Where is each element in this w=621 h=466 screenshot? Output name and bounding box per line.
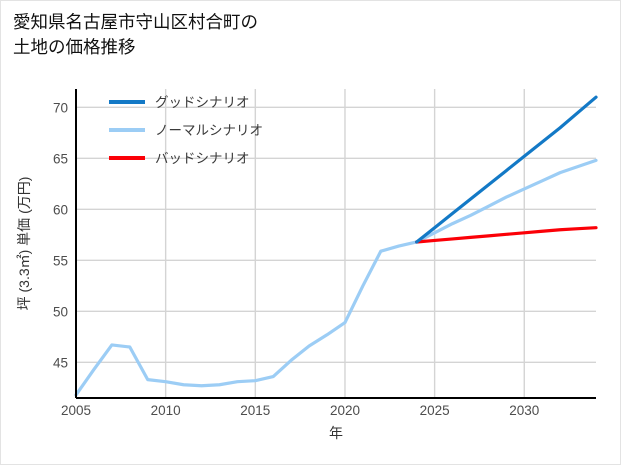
x-tick-labels: 2005 2010 2015 2020 2025 2030	[61, 403, 539, 418]
y-axis-title: 坪 (3.3㎡) 単価 (万円)	[16, 177, 32, 311]
x-tick-label: 2010	[151, 403, 181, 418]
gridlines-group	[76, 89, 596, 398]
series-group	[74, 95, 598, 397]
y-tick-label: 65	[53, 151, 68, 166]
series-line	[415, 226, 598, 244]
legend-label: グッドシナリオ	[155, 95, 250, 110]
y-tick-label: 70	[53, 100, 68, 115]
legend-label: ノーマルシナリオ	[155, 123, 263, 138]
x-tick-label: 2030	[509, 403, 539, 418]
y-tick-label: 50	[53, 304, 68, 319]
y-tick-label: 55	[53, 253, 68, 268]
y-tick-labels: 45 50 55 60 65 70	[53, 100, 68, 370]
x-tick-label: 2005	[61, 403, 91, 418]
axis-lines-group	[75, 89, 596, 399]
series-line	[74, 158, 598, 397]
x-tick-label: 2020	[330, 403, 360, 418]
y-tick-label: 45	[53, 355, 68, 370]
y-tick-label: 60	[53, 202, 68, 217]
legend-label: バッドシナリオ	[155, 151, 250, 166]
series-line	[415, 95, 598, 244]
chart-title: 愛知県名古屋市守山区村合町の 土地の価格推移	[13, 12, 258, 57]
x-tick-label: 2025	[420, 403, 450, 418]
y-axis-title-text: 坪 (3.3㎡) 単価 (万円)	[16, 177, 32, 311]
x-tick-label: 2015	[240, 403, 270, 418]
x-axis-title: 年	[329, 425, 343, 441]
